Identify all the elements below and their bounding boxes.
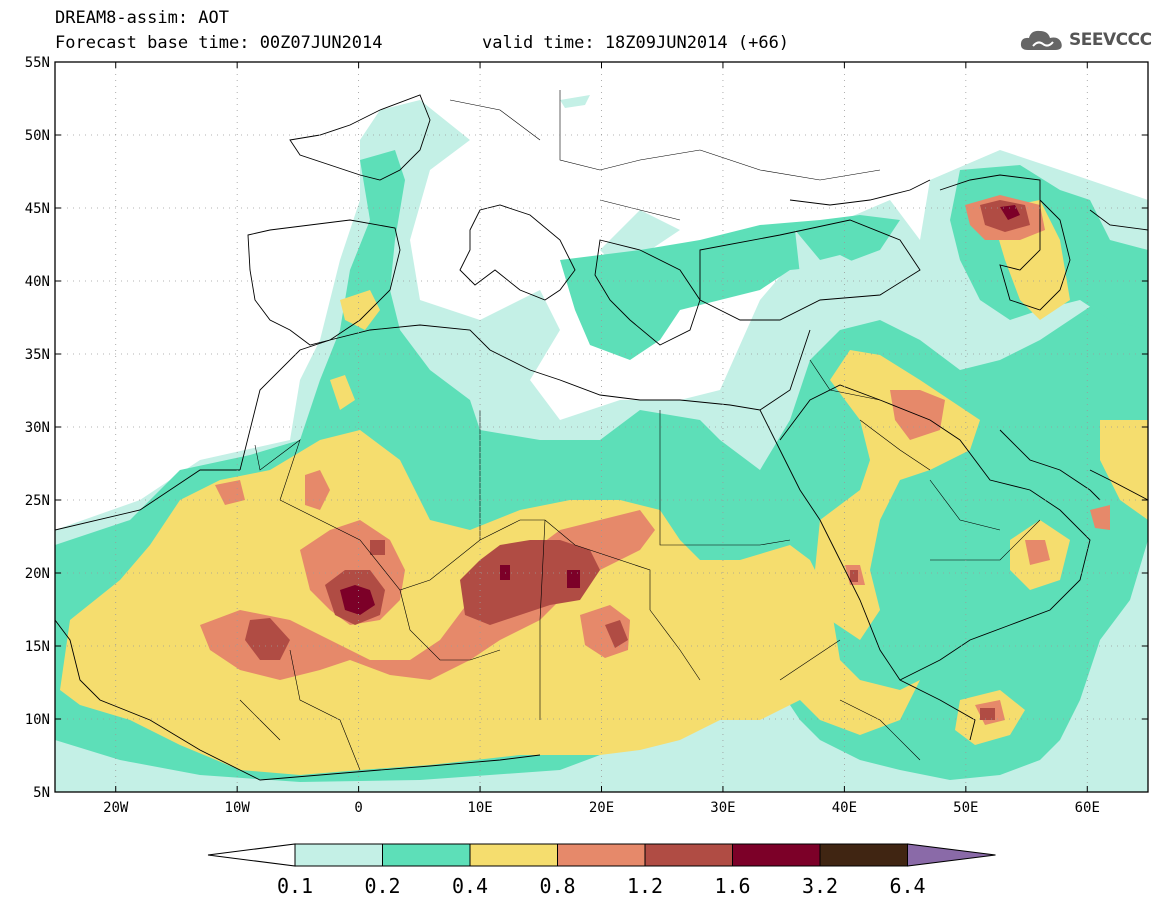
lat-tick-label: 30N	[25, 420, 50, 436]
colorbar-label: 3.2	[802, 874, 838, 898]
gridlines	[55, 62, 1148, 792]
lon-tick-label: 30E	[710, 800, 735, 816]
colorbar-segment	[819, 843, 908, 867]
country-borders	[239, 90, 1041, 771]
lat-tick-label: 15N	[25, 639, 50, 655]
colorbar: 0.1 0.2 0.4 0.8 1.2 1.6 3.2 6.4	[207, 843, 996, 898]
map-title: DREAM8-assim: AOT	[55, 8, 229, 28]
lat-tick-label: 5N	[33, 785, 50, 801]
colorbar-segment	[382, 843, 471, 867]
aot-field	[55, 95, 1148, 792]
lon-tick-label: 0	[354, 800, 362, 816]
brand-name: SEEVCCC	[1069, 30, 1152, 50]
lon-tick-label: 20E	[589, 800, 614, 816]
colorbar-segment	[469, 843, 558, 867]
lon-tick-label: 20W	[103, 800, 129, 816]
colorbar-label: 0.4	[452, 874, 488, 898]
lat-tick-label: 35N	[25, 347, 50, 363]
colorbar-segment	[294, 843, 383, 867]
lon-tick-label: 40E	[832, 800, 857, 816]
lat-tick-label: 50N	[25, 128, 50, 144]
lat-tick-label: 55N	[25, 55, 50, 71]
colorbar-label: 1.6	[714, 874, 750, 898]
colorbar-label: 0.1	[277, 874, 313, 898]
colorbar-label: 1.2	[627, 874, 663, 898]
lon-tick-label: 10W	[225, 800, 251, 816]
lat-tick-label: 25N	[25, 493, 50, 509]
colorbar-label: 0.8	[539, 874, 575, 898]
lon-tick-label: 60E	[1075, 800, 1100, 816]
lat-tick-label: 40N	[25, 274, 50, 290]
lon-tick-label: 10E	[467, 800, 492, 816]
colorbar-segment	[732, 843, 821, 867]
lat-tick-label: 45N	[25, 201, 50, 217]
colorbar-label: 0.2	[364, 874, 400, 898]
lat-tick-label: 10N	[25, 712, 50, 728]
coastlines	[55, 94, 1148, 781]
colorbar-label: 6.4	[889, 874, 925, 898]
colorbar-over-arrow	[907, 843, 996, 867]
forecast-base-time: Forecast base time: 00Z07JUN2014	[55, 33, 383, 53]
cloud-logo-icon	[1020, 30, 1062, 50]
valid-time: valid time: 18Z09JUN2014 (+66)	[482, 33, 790, 53]
lat-tick-label: 20N	[25, 566, 50, 582]
aot-class-1-6	[340, 205, 1020, 615]
colorbar-segment	[557, 843, 646, 867]
longitude-axis: 20W 10W 0 10E 20E 30E 40E 50E 60E	[103, 62, 1100, 816]
lon-tick-label: 50E	[953, 800, 978, 816]
brand-logo: SEEVCCC	[1018, 26, 1152, 54]
colorbar-segment	[644, 843, 733, 867]
colorbar-under-arrow	[207, 843, 296, 867]
latitude-axis: 55N 50N 45N 40N 35N 30N 25N 20N 15N 10N 5N	[25, 55, 1148, 801]
